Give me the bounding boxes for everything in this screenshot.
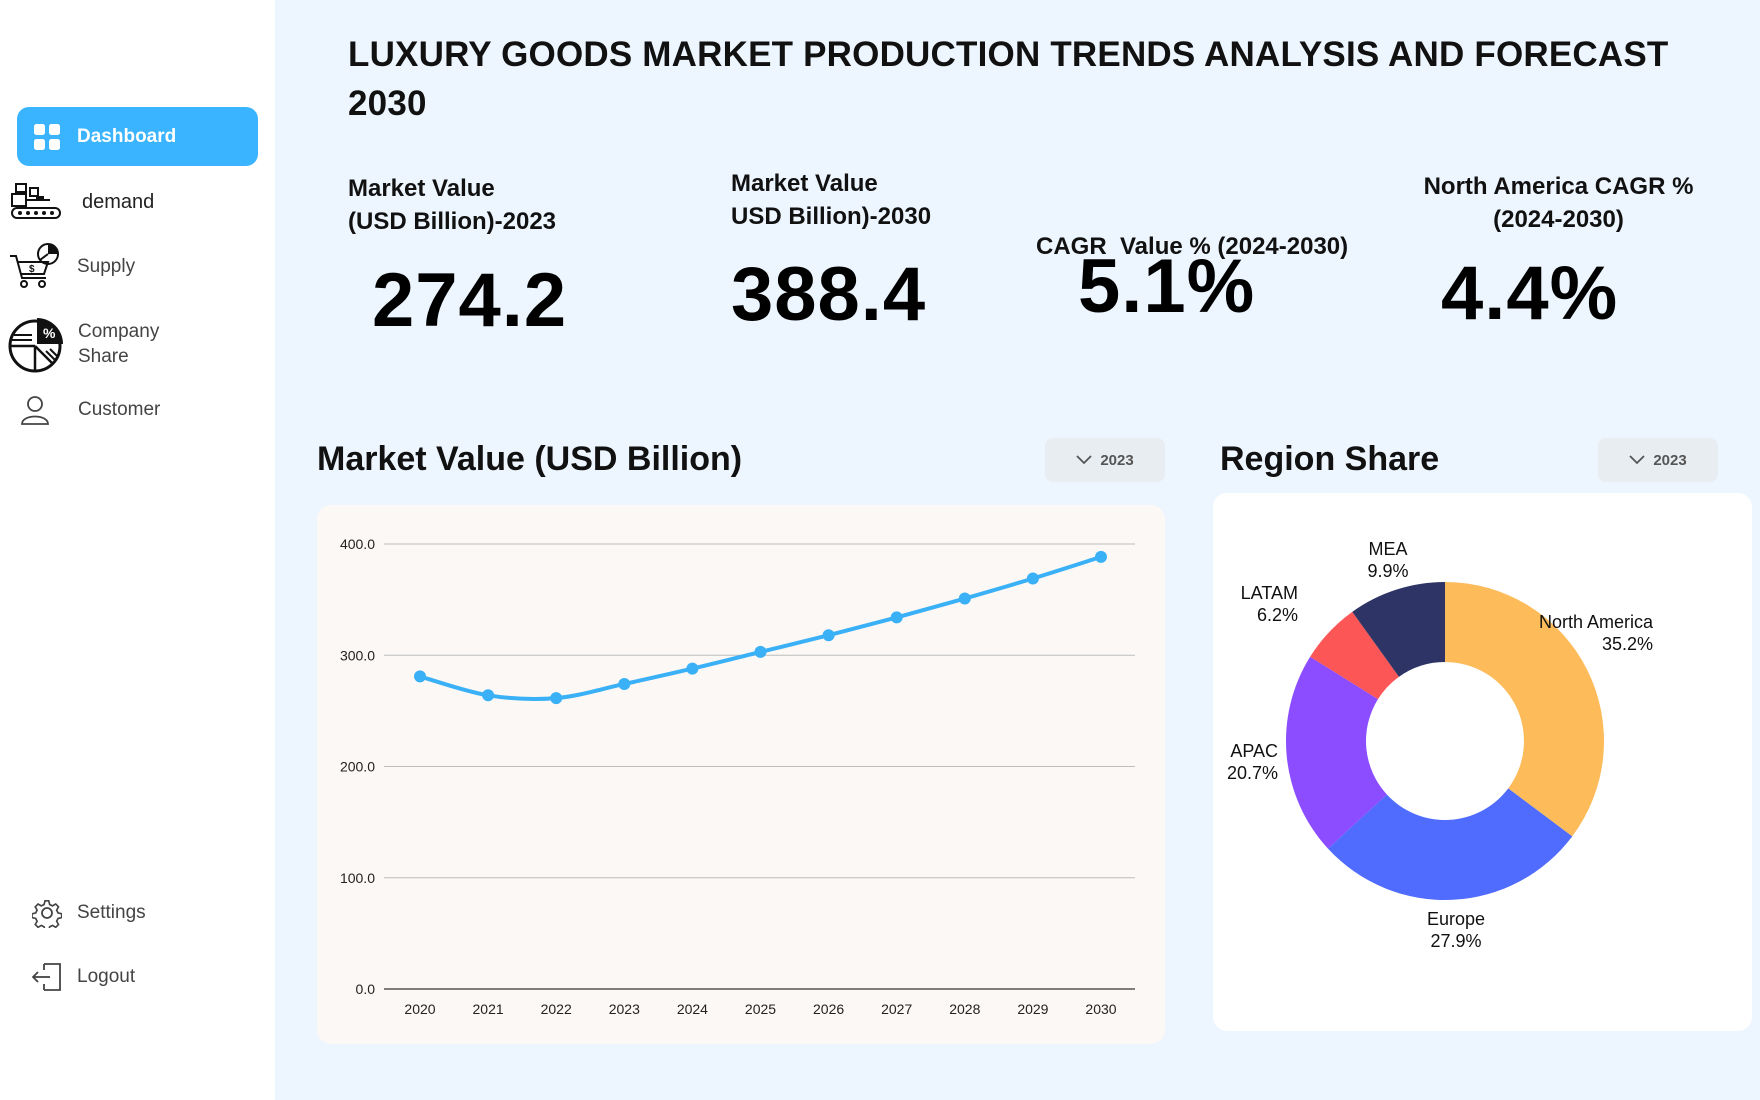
kpi-card-north-america-cagr: North America CAGR % (2024-2030) 4.4% [1399,165,1718,393]
shopping-cart-icon: $ [8,242,60,292]
kpi-value: 5.1% [1078,244,1256,329]
x-tick-label: 2029 [1017,1001,1048,1017]
data-point[interactable] [1026,572,1039,585]
sidebar: Dashboard demand $ [0,0,275,1100]
slice-name-label: Europe [1427,909,1485,929]
donut-slice[interactable] [1310,611,1399,700]
kpi-label: Market Value (USD Billion)-2023 [348,172,556,238]
svg-text:$: $ [29,264,35,275]
pie-percent-icon: % [8,315,66,373]
user-icon [20,394,50,426]
gear-icon [32,898,62,928]
x-tick-label: 2023 [609,1001,640,1017]
x-tick-label: 2024 [677,1001,708,1017]
chevron-down-icon [1076,455,1092,465]
logout-icon [32,962,62,992]
kpi-value: 4.4% [1441,251,1619,336]
series-line [419,554,1102,702]
slice-name-label: LATAM [1241,583,1298,603]
sidebar-item-label: Dashboard [77,125,177,147]
sidebar-item-company-share[interactable]: % Company Share [8,315,159,373]
data-point[interactable] [890,611,903,624]
x-tick-label: 2022 [541,1001,572,1017]
donut-slice[interactable] [1286,656,1387,849]
y-tick-label: 400.0 [340,536,375,552]
sidebar-item-dashboard[interactable]: Dashboard [17,107,258,166]
sidebar-item-settings[interactable]: Settings [32,898,146,928]
x-tick-label: 2025 [745,1001,776,1017]
slice-name-label: MEA [1368,539,1407,559]
kpi-card-market-value-2023: Market Value (USD Billion)-2023 274.2 [317,165,635,393]
dropdown-value: 2023 [1100,451,1134,469]
line-chart-title: Market Value (USD Billion) [317,440,743,478]
line-chart-panel: 0.0 100.0 200.0 300.0 400.0 2020 2021 2022 2023 2… [317,505,1165,1044]
slice-value-label: 20.7% [1227,763,1278,783]
dashboard-grid-icon [33,123,61,151]
data-point[interactable] [686,662,699,675]
kpi-label-line2: (2024-2030) [1493,206,1624,233]
data-point[interactable] [754,645,767,658]
kpi-label-line2: (USD Billion)-2023 [348,208,557,235]
svg-text:%: % [43,325,56,341]
pie-chart-title: Region Share [1220,440,1440,478]
line-chart: 0.0 100.0 200.0 300.0 400.0 2020 2021 2022 2023 2… [340,536,1135,1017]
sidebar-item-label: Settings [77,902,146,923]
data-point[interactable] [618,677,631,690]
sidebar-item-customer[interactable]: Customer [20,394,160,426]
kpi-value: 274.2 [372,258,568,343]
slice-name-label: APAC [1230,741,1278,761]
kpi-label: CAGR Value % (2024-2030) [1036,164,1348,329]
donut-slice[interactable] [1327,788,1573,900]
data-point[interactable] [482,689,495,702]
kpi-label-line1: North America CAGR % [1423,173,1694,200]
data-point[interactable] [958,592,971,605]
donut-slice[interactable] [1445,582,1604,837]
slice-name-label: North America [1539,612,1654,632]
sidebar-item-label: Company Share [78,321,160,367]
y-tick-label: 300.0 [340,647,375,663]
slice-value-label: 9.9% [1367,561,1408,581]
y-tick-label: 200.0 [340,759,375,775]
sidebar-item-supply[interactable]: $ Supply [8,242,135,292]
kpi-card-market-value-2030: Market Value USD Billion)-2030 388.4 [678,163,997,394]
x-tick-label: 2026 [813,1001,844,1017]
x-tick-label: 2021 [473,1001,504,1017]
kpi-label-line2: USD Billion)-2030 [731,203,932,230]
pie-chart-panel: North America 35.2% Europe 27.9% APAC 20.7% LA… [1213,493,1752,1031]
x-tick-label: 2027 [881,1001,912,1017]
x-tick-label: 2030 [1085,1001,1116,1017]
sidebar-item-label: Logout [77,966,136,987]
kpi-card-cagr: CAGR Value % (2024-2030) 5.1% [1024,160,1374,390]
kpi-label-line1: CAGR Value % (2024-2030) [1036,233,1349,260]
kpi-label-line1: Market Value [348,175,495,202]
y-tick-label: 100.0 [340,870,375,886]
x-tick-label: 2020 [404,1001,435,1017]
pie-chart-year-dropdown[interactable]: 2023 [1598,438,1718,482]
kpi-value: 388.4 [731,252,927,337]
sidebar-item-demand[interactable]: demand [10,180,154,224]
x-tick-label: 2028 [949,1001,980,1017]
data-point[interactable] [414,670,426,683]
data-point[interactable] [1095,550,1107,563]
donut-slice[interactable] [1352,582,1445,677]
slice-value-label: 27.9% [1430,931,1481,951]
kpi-label: Market Value USD Billion)-2030 [731,167,931,233]
line-chart-year-dropdown[interactable]: 2023 [1045,438,1165,482]
sidebar-item-logout[interactable]: Logout [32,962,135,992]
page-title: LUXURY GOODS MARKET PRODUCTION TRENDS AN… [348,35,1669,123]
sidebar-item-label: Supply [77,256,136,277]
chevron-down-icon [1629,455,1645,465]
conveyor-factory-icon [10,180,62,224]
kpi-label: North America CAGR % (2024-2030) [1399,170,1718,236]
sidebar-item-label: demand [82,190,155,213]
slice-value-label: 6.2% [1257,605,1298,625]
y-tick-label: 0.0 [356,981,376,997]
sidebar-item-label: Customer [78,399,161,420]
dropdown-value: 2023 [1653,451,1687,469]
data-point[interactable] [550,692,563,705]
slice-value-label: 35.2% [1602,634,1653,654]
kpi-label-line1: Market Value [731,170,878,197]
data-point[interactable] [822,629,835,642]
